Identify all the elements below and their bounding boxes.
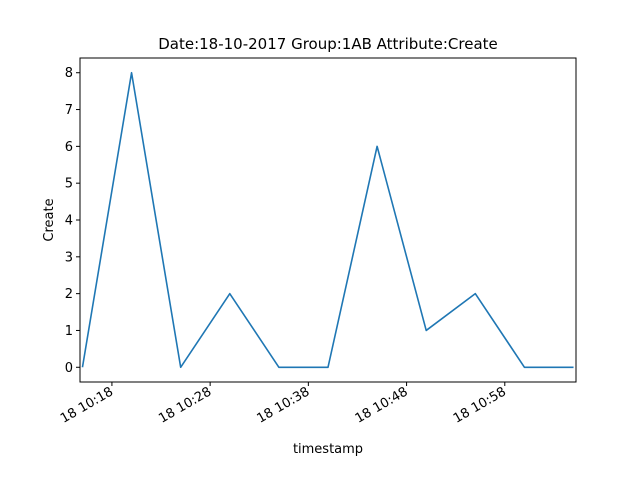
y-tick-label: 4 — [65, 214, 73, 229]
plot-area — [81, 71, 574, 369]
y-tick-label: 5 — [65, 177, 73, 192]
y-tick-label: 1 — [65, 324, 73, 339]
chart-title: Date:18-10-2017 Group:1AB Attribute:Crea… — [158, 35, 498, 53]
y-tick-label: 8 — [65, 66, 73, 81]
x-axis-label: timestamp — [293, 442, 363, 457]
x-tick-label: 18 10:58 — [451, 384, 509, 426]
x-tick-label: 18 10:18 — [58, 384, 116, 426]
series-line — [81, 71, 574, 369]
x-tick-label: 18 10:28 — [156, 384, 214, 426]
y-tick-label: 0 — [65, 361, 73, 376]
y-tick-label: 2 — [65, 287, 73, 302]
x-tick-label: 18 10:48 — [353, 384, 411, 426]
y-tick-label: 3 — [65, 250, 73, 265]
y-axis-label: Create — [42, 198, 57, 241]
x-axis: 18 10:18 18 10:28 18 10:38 18 10:48 18 10:58 — [58, 382, 509, 427]
y-tick-label: 6 — [65, 140, 73, 155]
x-tick-label: 18 10:38 — [255, 384, 313, 426]
y-axis: 0 1 2 3 4 5 6 7 8 — [65, 66, 80, 376]
y-tick-label: 7 — [65, 103, 73, 118]
